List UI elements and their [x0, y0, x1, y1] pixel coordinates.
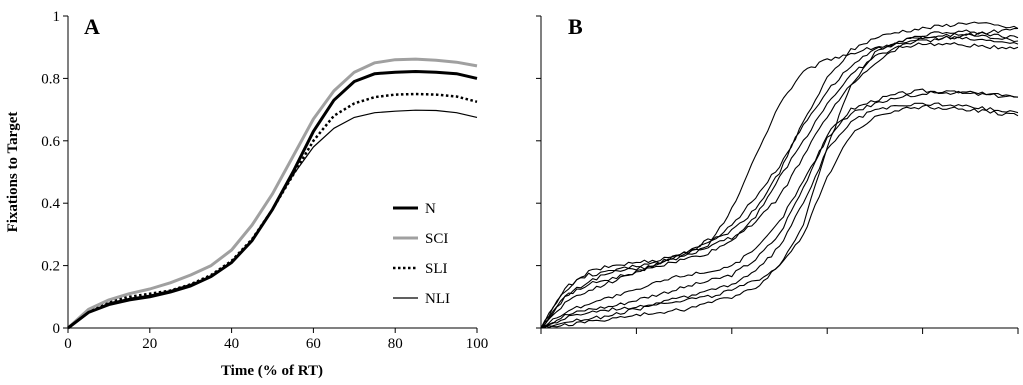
- series-line-nli: [67, 109, 478, 329]
- panel-a-x-tick-label: 40: [224, 336, 239, 352]
- panel-b-series-line: [540, 104, 1019, 329]
- panel-a-x-tick-label: 0: [64, 336, 72, 352]
- panel-a-y-tick-label: 0.2: [41, 259, 60, 275]
- series-line-sci: [66, 57, 478, 330]
- panel-a-letter: A: [84, 14, 100, 39]
- panel-b-series-line: [540, 32, 1019, 329]
- panel-a-x-tick-label: 20: [142, 336, 157, 352]
- panel-b: B: [536, 14, 1019, 334]
- series-line-n: [67, 70, 478, 330]
- panel-a-x-tick-label: 60: [306, 336, 321, 352]
- panel-a-y-axis-title: Fixations to Target: [5, 112, 21, 233]
- panel-a: A 00.20.40.60.810 20 40 60 80 100 NSCISLINLI …: [5, 9, 488, 379]
- legend-label-nli: NLI: [425, 291, 450, 307]
- panel-a-x-axis-title: Time (% of RT): [221, 363, 323, 379]
- panel-a-y-tick-label: 0.4: [41, 196, 60, 212]
- legend-label-sli: SLI: [425, 261, 448, 277]
- panel-b-series-line: [540, 21, 1019, 329]
- panel-a-x-tick-label: 100: [466, 336, 489, 352]
- panel-a-y-tick-label: 0.6: [41, 134, 60, 150]
- panel-b-series-line: [540, 42, 1019, 329]
- legend-label-sci: SCI: [425, 231, 448, 247]
- panel-b-series-line: [540, 88, 1019, 329]
- panel-b-series-line: [540, 90, 1018, 329]
- panel-a-x-tick-label: 80: [388, 336, 403, 352]
- panel-b-letter: B: [568, 14, 583, 39]
- panel-a-y-tick-label: 1: [53, 9, 61, 25]
- panel-b-series-line: [540, 102, 1019, 329]
- panel-a-y-tick-label: 0.8: [41, 71, 60, 87]
- panel-a-y-tick-label: 0: [53, 321, 61, 337]
- panel-b-series-line: [540, 35, 1019, 329]
- legend-label-n: N: [425, 201, 436, 217]
